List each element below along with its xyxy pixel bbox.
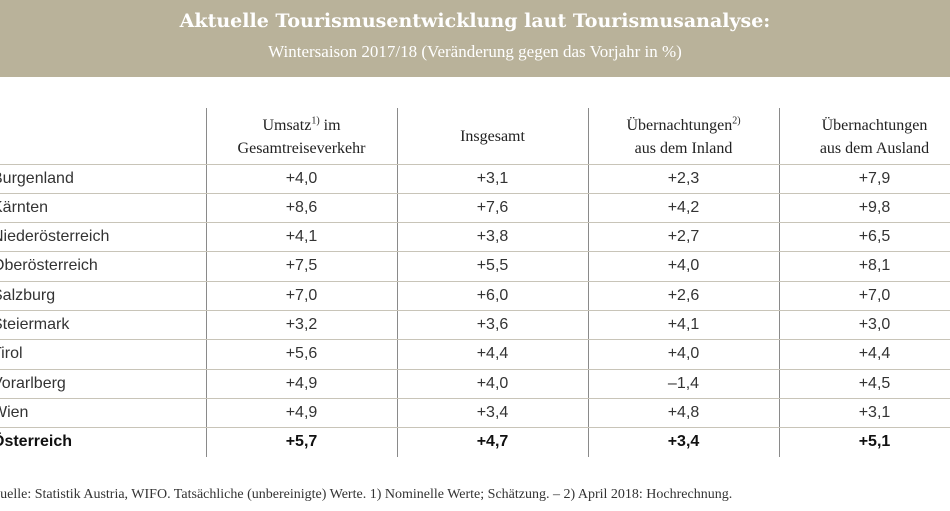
row-label: Österreich bbox=[0, 433, 73, 450]
row-label: Oberösterreich bbox=[0, 257, 98, 274]
row-label: Vorarlberg bbox=[0, 375, 66, 392]
cell-ausland: +4,5 bbox=[858, 375, 891, 392]
table-row: Kärnten +8,6 +7,6 +4,2 +9,8 bbox=[0, 194, 950, 223]
column-divider bbox=[397, 108, 398, 457]
row-divider bbox=[0, 251, 950, 252]
cell-umsatz: +5,6 bbox=[285, 345, 318, 362]
cell-inland: +4,8 bbox=[667, 404, 700, 421]
cell-insgesamt: +3,6 bbox=[476, 316, 509, 333]
row-divider bbox=[0, 164, 950, 165]
row-divider bbox=[0, 310, 950, 311]
cell-ausland: +3,0 bbox=[858, 316, 891, 333]
column-header-line: aus dem Inland bbox=[634, 140, 733, 157]
table-row: Vorarlberg +4,9 +4,0 –1,4 +4,5 bbox=[0, 370, 950, 399]
footnote-marker: 2) bbox=[732, 115, 741, 127]
column-header-line: Insgesamt bbox=[460, 128, 525, 145]
cell-ausland: +5,1 bbox=[858, 433, 891, 450]
cell-ausland: +9,8 bbox=[858, 199, 891, 216]
page-title: Aktuelle Tourismusentwicklung laut Touri… bbox=[179, 10, 771, 32]
row-label: Salzburg bbox=[0, 287, 56, 304]
row-label: Kärnten bbox=[0, 199, 49, 216]
cell-umsatz: +4,9 bbox=[285, 375, 318, 392]
cell-umsatz: +4,9 bbox=[285, 404, 318, 421]
cell-umsatz: +7,5 bbox=[285, 257, 318, 274]
cell-inland: +3,4 bbox=[667, 433, 700, 450]
column-header-umsatz: Umsatz1) im Gesamtreiseverkehr bbox=[206, 114, 397, 162]
table-row: Burgenland +4,0 +3,1 +2,3 +7,9 bbox=[0, 165, 950, 194]
column-header-line: Umsatz bbox=[262, 117, 312, 134]
cell-inland: +4,0 bbox=[667, 257, 700, 274]
cell-inland: +4,2 bbox=[667, 199, 700, 216]
table-row-total: Österreich +5,7 +4,7 +3,4 +5,1 bbox=[0, 428, 950, 457]
column-header-inland: Übernachtungen2) aus dem Inland bbox=[588, 114, 779, 162]
row-divider bbox=[0, 427, 950, 428]
cell-umsatz: +4,1 bbox=[285, 228, 318, 245]
row-divider bbox=[0, 193, 950, 194]
table-row: Steiermark +3,2 +3,6 +4,1 +3,0 bbox=[0, 311, 950, 340]
cell-insgesamt: +7,6 bbox=[476, 199, 509, 216]
cell-inland: +2,3 bbox=[667, 170, 700, 187]
cell-insgesamt: +6,0 bbox=[476, 287, 509, 304]
footnote-marker: 1) bbox=[311, 115, 320, 127]
title-banner: Aktuelle Tourismusentwicklung laut Touri… bbox=[0, 0, 950, 77]
row-label: Tirol bbox=[0, 345, 23, 362]
cell-inland: +2,7 bbox=[667, 228, 700, 245]
table-row: Niederösterreich +4,1 +3,8 +2,7 +6,5 bbox=[0, 223, 950, 252]
cell-inland: +2,6 bbox=[667, 287, 700, 304]
cell-inland: +4,0 bbox=[667, 345, 700, 362]
column-divider bbox=[206, 108, 207, 457]
cell-inland: +4,1 bbox=[667, 316, 700, 333]
cell-inland: –1,4 bbox=[667, 375, 700, 392]
row-label: Wien bbox=[0, 404, 29, 421]
row-divider bbox=[0, 339, 950, 340]
column-divider bbox=[779, 108, 780, 457]
table-row: Wien +4,9 +3,4 +4,8 +3,1 bbox=[0, 399, 950, 428]
cell-umsatz: +4,0 bbox=[285, 170, 318, 187]
column-header-line: Übernachtungen bbox=[626, 117, 733, 134]
cell-ausland: +3,1 bbox=[858, 404, 891, 421]
source-footnote: Quelle: Statistik Austria, WIFO. Tatsäch… bbox=[0, 487, 733, 502]
cell-ausland: +7,0 bbox=[858, 287, 891, 304]
cell-umsatz: +7,0 bbox=[285, 287, 318, 304]
cell-ausland: +6,5 bbox=[858, 228, 891, 245]
column-header-insgesamt: Insgesamt bbox=[397, 125, 588, 173]
column-header-ausland: Übernachtungen aus dem Ausland bbox=[779, 114, 950, 162]
table-row: Tirol +5,6 +4,4 +4,0 +4,4 bbox=[0, 340, 950, 369]
cell-insgesamt: +3,4 bbox=[476, 404, 509, 421]
cell-umsatz: +8,6 bbox=[285, 199, 318, 216]
cell-umsatz: +3,2 bbox=[285, 316, 318, 333]
row-divider bbox=[0, 222, 950, 223]
row-divider bbox=[0, 369, 950, 370]
table-row: Salzburg +7,0 +6,0 +2,6 +7,0 bbox=[0, 282, 950, 311]
cell-ausland: +4,4 bbox=[858, 345, 891, 362]
cell-umsatz: +5,7 bbox=[285, 433, 318, 450]
column-header-line: im bbox=[319, 117, 341, 134]
cell-insgesamt: +4,4 bbox=[476, 345, 509, 362]
page-subtitle: Wintersaison 2017/18 (Veränderung gegen … bbox=[268, 42, 682, 61]
table-row: Oberösterreich +7,5 +5,5 +4,0 +8,1 bbox=[0, 252, 950, 281]
column-header-line: Gesamtreiseverkehr bbox=[237, 140, 366, 157]
cell-insgesamt: +3,1 bbox=[476, 170, 509, 187]
row-divider bbox=[0, 398, 950, 399]
column-header-line: Übernachtungen bbox=[821, 117, 928, 134]
cell-insgesamt: +3,8 bbox=[476, 228, 509, 245]
row-divider bbox=[0, 281, 950, 282]
cell-insgesamt: +4,7 bbox=[476, 433, 509, 450]
column-divider bbox=[588, 108, 589, 457]
cell-ausland: +7,9 bbox=[858, 170, 891, 187]
cell-insgesamt: +5,5 bbox=[476, 257, 509, 274]
cell-ausland: +8,1 bbox=[858, 257, 891, 274]
row-label: Niederösterreich bbox=[0, 228, 110, 245]
row-label: Burgenland bbox=[0, 170, 74, 187]
column-header-line: aus dem Ausland bbox=[819, 140, 930, 157]
row-label: Steiermark bbox=[0, 316, 70, 333]
cell-insgesamt: +4,0 bbox=[476, 375, 509, 392]
